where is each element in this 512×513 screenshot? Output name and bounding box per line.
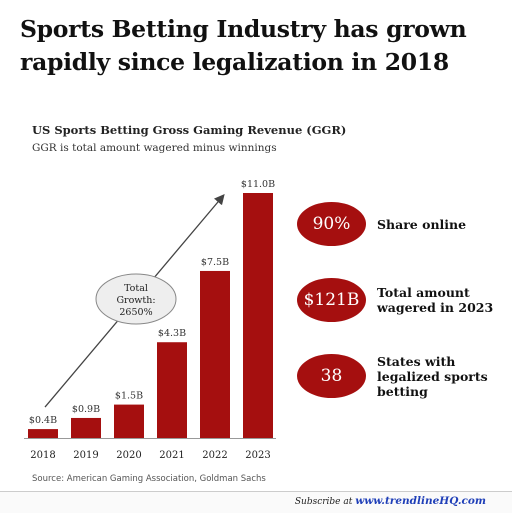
stat-badge: 90% — [297, 202, 366, 246]
stat-badge: 38 — [297, 354, 366, 398]
footer-bar — [0, 491, 512, 513]
growth-annotation-text: 2650% — [119, 307, 152, 318]
stat-total-wagered: $121B Total amount wagered in 2023 — [297, 276, 512, 324]
data-label: $7.5B — [201, 257, 229, 268]
source-note: Source: American Gaming Association, Gol… — [32, 474, 266, 484]
data-label: $11.0B — [241, 179, 275, 190]
bar — [71, 417, 101, 438]
stat-badge: $121B — [297, 278, 366, 322]
data-label: $0.9B — [72, 404, 100, 415]
x-tick-label: 2019 — [73, 450, 98, 461]
chart-subtitle: GGR is total amount wagered minus winnin… — [32, 142, 277, 154]
x-tick-label: 2021 — [159, 450, 184, 461]
stat-share-online: 90% Share online — [297, 200, 512, 248]
x-tick-label: 2018 — [30, 450, 55, 461]
data-label: $4.3B — [158, 328, 186, 339]
bar — [243, 193, 273, 438]
bar-chart: $0.4B 2018 $0.9B 2019 $1.5B 2020 $4.3B 2021 $7.5… — [24, 179, 276, 461]
data-label: $1.5B — [115, 391, 143, 402]
x-tick-label: 2023 — [245, 450, 270, 461]
growth-annotation-bubble — [95, 273, 177, 325]
bar — [28, 429, 58, 438]
chart-title: US Sports Betting Gross Gaming Revenue (… — [32, 123, 347, 137]
growth-annotation-text: Total — [124, 283, 148, 294]
bar — [200, 270, 230, 438]
footer-prefix: Subscribe at — [294, 497, 353, 507]
stat-label: States with legalized sports betting — [377, 353, 488, 399]
subscribe-link[interactable]: www.trendlineHQ.com — [355, 495, 486, 507]
x-tick-label: 2022 — [202, 450, 227, 461]
growth-annotation-text: Growth: — [116, 295, 155, 306]
stat-label: Share online — [377, 216, 467, 232]
page-title: Sports Betting Industry has grown rapidl… — [20, 15, 467, 76]
bar — [114, 404, 144, 438]
data-label: $0.4B — [29, 415, 57, 426]
x-tick-label: 2020 — [116, 450, 141, 461]
stat-legal-states: 38 States with legalized sports betting — [297, 352, 512, 400]
bar — [157, 342, 187, 438]
stat-label: Total amount wagered in 2023 — [377, 285, 494, 315]
footer: Subscribe at www.trendlineHQ.com — [295, 495, 486, 507]
